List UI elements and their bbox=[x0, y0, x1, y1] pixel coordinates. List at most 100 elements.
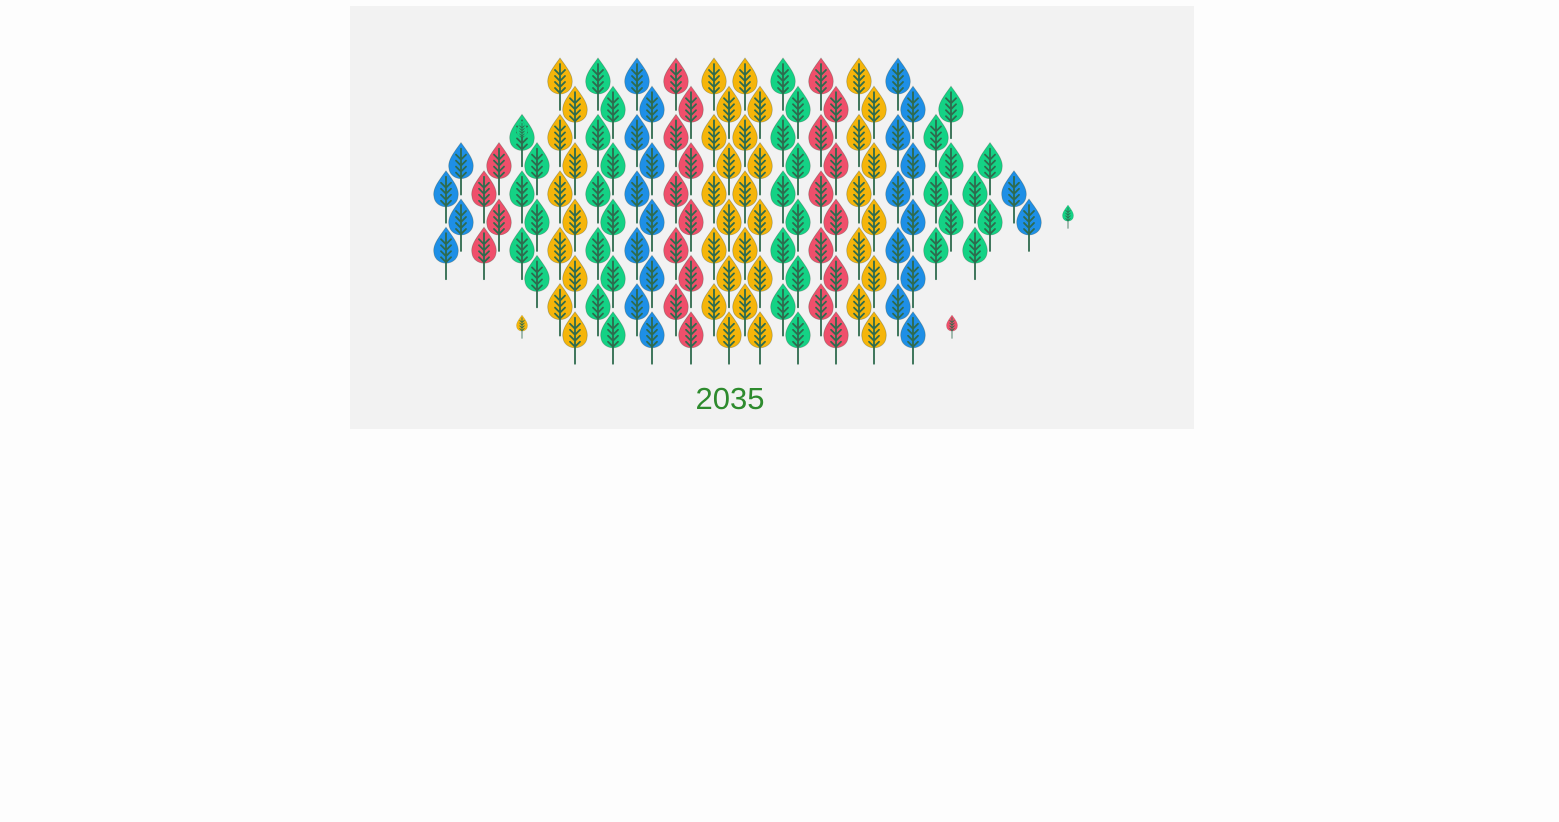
tree-yellow bbox=[732, 113, 758, 168]
tree-blue bbox=[900, 141, 926, 196]
tree-green bbox=[770, 113, 796, 168]
tree-yellow bbox=[861, 198, 887, 252]
tree-blue bbox=[639, 198, 665, 252]
tree-green bbox=[938, 198, 964, 252]
tree-green bbox=[524, 141, 550, 196]
tree-green bbox=[585, 170, 611, 224]
tree-green bbox=[585, 113, 611, 168]
tree-green bbox=[785, 141, 811, 196]
tree-blue bbox=[900, 254, 926, 309]
tree-yellow bbox=[701, 113, 727, 168]
chart-panel: 2035 bbox=[350, 6, 1194, 429]
tree-green bbox=[977, 141, 1003, 196]
tree-blue bbox=[900, 198, 926, 252]
tree-blue bbox=[433, 226, 459, 281]
tree-red bbox=[808, 282, 834, 337]
tree-yellow bbox=[747, 311, 773, 365]
tree-grid bbox=[433, 57, 1074, 365]
tree-green bbox=[600, 198, 626, 252]
tree-green bbox=[600, 311, 626, 365]
tree-blue bbox=[1016, 198, 1042, 252]
tree-blue bbox=[624, 226, 650, 281]
tree-yellow bbox=[701, 282, 727, 337]
tree-red bbox=[663, 57, 689, 111]
tree-green bbox=[770, 282, 796, 337]
tree-yellow bbox=[562, 198, 588, 252]
tree-green bbox=[509, 170, 535, 224]
tree-red bbox=[678, 198, 704, 252]
tree-red bbox=[808, 170, 834, 224]
tree-green bbox=[785, 198, 811, 252]
tree-yellow bbox=[846, 282, 872, 337]
tree-blue bbox=[885, 113, 911, 168]
tree-red bbox=[823, 198, 849, 252]
tree-red bbox=[663, 170, 689, 224]
tree-yellow bbox=[701, 170, 727, 224]
tree-blue bbox=[624, 57, 650, 111]
tree-yellow bbox=[547, 113, 573, 168]
small-tree-yellow bbox=[516, 314, 528, 339]
tree-red bbox=[678, 254, 704, 309]
tree-green bbox=[962, 226, 988, 281]
tree-red bbox=[663, 226, 689, 281]
tree-yellow bbox=[716, 85, 742, 140]
tree-yellow bbox=[562, 85, 588, 140]
tree-green bbox=[923, 170, 949, 224]
tree-red bbox=[823, 141, 849, 196]
tree-blue bbox=[624, 282, 650, 337]
tree-blue bbox=[1001, 170, 1027, 224]
tree-red bbox=[808, 113, 834, 168]
tree-green bbox=[785, 85, 811, 140]
tree-yellow bbox=[861, 311, 887, 365]
tree-green bbox=[585, 57, 611, 111]
tree-red bbox=[663, 113, 689, 168]
tree-yellow bbox=[747, 254, 773, 309]
tree-green bbox=[600, 254, 626, 309]
tree-yellow bbox=[716, 198, 742, 252]
tree-yellow bbox=[547, 226, 573, 281]
tree-green bbox=[600, 85, 626, 140]
tree-yellow bbox=[747, 85, 773, 140]
tree-red bbox=[808, 226, 834, 281]
tree-green bbox=[585, 282, 611, 337]
tree-yellow bbox=[547, 282, 573, 337]
tree-blue bbox=[448, 141, 474, 196]
tree-green bbox=[938, 85, 964, 140]
tree-blue bbox=[885, 282, 911, 337]
tree-yellow bbox=[846, 57, 872, 111]
tree-green bbox=[785, 311, 811, 365]
tree-green bbox=[600, 141, 626, 196]
tree-yellow bbox=[562, 311, 588, 365]
tree-blue bbox=[448, 198, 474, 252]
tree-red bbox=[486, 198, 512, 252]
tree-red bbox=[808, 57, 834, 111]
tree-green bbox=[770, 57, 796, 111]
tree-yellow bbox=[716, 311, 742, 365]
small-tree-red bbox=[946, 314, 958, 339]
small-tree-green bbox=[1062, 204, 1074, 229]
tree-red bbox=[678, 311, 704, 365]
tree-green bbox=[923, 226, 949, 281]
tree-blue bbox=[639, 141, 665, 196]
tree-blue bbox=[433, 170, 459, 224]
year-label: 2035 bbox=[695, 381, 765, 416]
tree-yellow bbox=[732, 57, 758, 111]
tree-red bbox=[663, 282, 689, 337]
tree-green bbox=[585, 226, 611, 281]
tree-yellow bbox=[701, 57, 727, 111]
tree-yellow bbox=[747, 198, 773, 252]
tree-green bbox=[524, 254, 550, 309]
tree-green bbox=[977, 198, 1003, 252]
tree-yellow bbox=[846, 113, 872, 168]
tree-green bbox=[923, 113, 949, 168]
tree-yellow bbox=[846, 170, 872, 224]
tree-red bbox=[823, 85, 849, 140]
tree-yellow bbox=[547, 170, 573, 224]
tree-yellow bbox=[846, 226, 872, 281]
tree-blue bbox=[624, 113, 650, 168]
tree-yellow bbox=[732, 282, 758, 337]
tree-yellow bbox=[716, 141, 742, 196]
tree-blue bbox=[885, 226, 911, 281]
tree-blue bbox=[639, 254, 665, 309]
tree-yellow bbox=[861, 85, 887, 140]
